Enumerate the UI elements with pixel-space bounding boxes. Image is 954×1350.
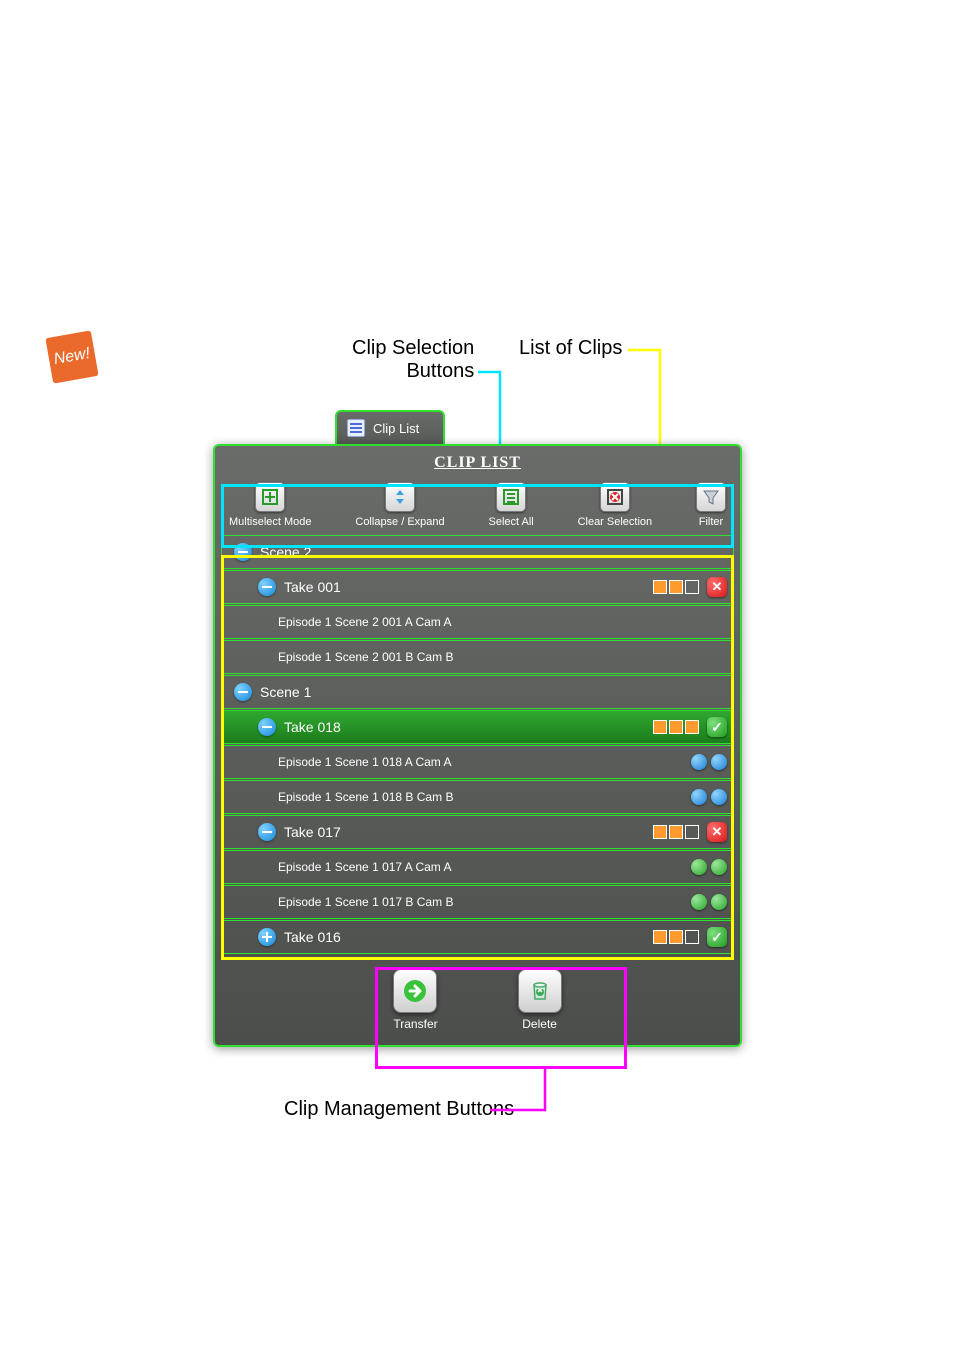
list-icon <box>347 419 365 437</box>
take-status-squares <box>653 825 699 839</box>
delete-button[interactable]: Delete <box>518 969 562 1031</box>
status-dot-icon <box>691 754 707 770</box>
filter-icon <box>696 482 726 512</box>
status-dot-icon <box>691 789 707 805</box>
reject-icon[interactable]: ✕ <box>707 822 727 842</box>
accept-icon[interactable]: ✓ <box>707 927 727 947</box>
tree-clip[interactable]: Episode 1 Scene 1 017 B Cam B <box>221 885 734 919</box>
clip-selection-buttons: Multiselect Mode Collapse / Expand Selec… <box>221 478 734 534</box>
clear-selection-icon <box>600 482 630 512</box>
status-dot-icon <box>711 894 727 910</box>
status-dot-icon <box>711 789 727 805</box>
take-status-squares <box>653 930 699 944</box>
tab-label: Clip List <box>373 421 419 436</box>
tree-take[interactable]: Take 001 ✕ <box>221 570 734 604</box>
take-status-squares <box>653 720 699 734</box>
status-dot-icon <box>711 859 727 875</box>
tab-clip-list[interactable]: Clip List <box>335 410 445 444</box>
transfer-icon <box>393 969 437 1013</box>
collapse-icon[interactable] <box>234 543 252 561</box>
collapse-icon[interactable] <box>234 683 252 701</box>
collapse-expand-button[interactable]: Collapse / Expand <box>355 482 444 528</box>
tree-clip[interactable]: Episode 1 Scene 1 018 B Cam B <box>221 780 734 814</box>
tree-scene[interactable]: Scene 2 <box>221 535 734 569</box>
transfer-button[interactable]: Transfer <box>393 969 437 1031</box>
take-status-squares <box>653 580 699 594</box>
select-all-button[interactable]: Select All <box>488 482 533 528</box>
expand-icon[interactable] <box>258 928 276 946</box>
status-dot-icon <box>691 859 707 875</box>
tree-clip[interactable]: Episode 1 Scene 2 001 B Cam B <box>221 640 734 674</box>
select-all-icon <box>496 482 526 512</box>
clip-list-panel: Clip List CLIP LIST Multiselect Mode Col… <box>213 410 742 1047</box>
reject-icon[interactable]: ✕ <box>707 577 727 597</box>
tree-clip[interactable]: Episode 1 Scene 2 001 A Cam A <box>221 605 734 639</box>
tree-scene[interactable]: Scene 1 <box>221 675 734 709</box>
collapse-icon[interactable] <box>258 823 276 841</box>
status-dot-icon <box>711 754 727 770</box>
collapse-expand-icon <box>385 482 415 512</box>
multiselect-button[interactable]: Multiselect Mode <box>229 482 312 528</box>
multiselect-icon <box>255 482 285 512</box>
tree-take[interactable]: Take 016 ✓ <box>221 920 734 954</box>
clear-selection-button[interactable]: Clear Selection <box>578 482 653 528</box>
clip-tree: Scene 2 Take 001 ✕ Episode 1 Scene 2 001… <box>221 535 734 954</box>
filter-button[interactable]: Filter <box>696 482 726 528</box>
panel-title: CLIP LIST <box>221 454 734 472</box>
tree-clip[interactable]: Episode 1 Scene 1 017 A Cam A <box>221 850 734 884</box>
tree-take[interactable]: Take 017 ✕ <box>221 815 734 849</box>
tree-take[interactable]: Take 018 ✓ <box>221 710 734 744</box>
trash-icon <box>518 969 562 1013</box>
accept-icon[interactable]: ✓ <box>707 717 727 737</box>
collapse-icon[interactable] <box>258 578 276 596</box>
tree-clip[interactable]: Episode 1 Scene 1 018 A Cam A <box>221 745 734 779</box>
status-dot-icon <box>691 894 707 910</box>
clip-management-buttons: Transfer Delete <box>221 955 734 1035</box>
collapse-icon[interactable] <box>258 718 276 736</box>
